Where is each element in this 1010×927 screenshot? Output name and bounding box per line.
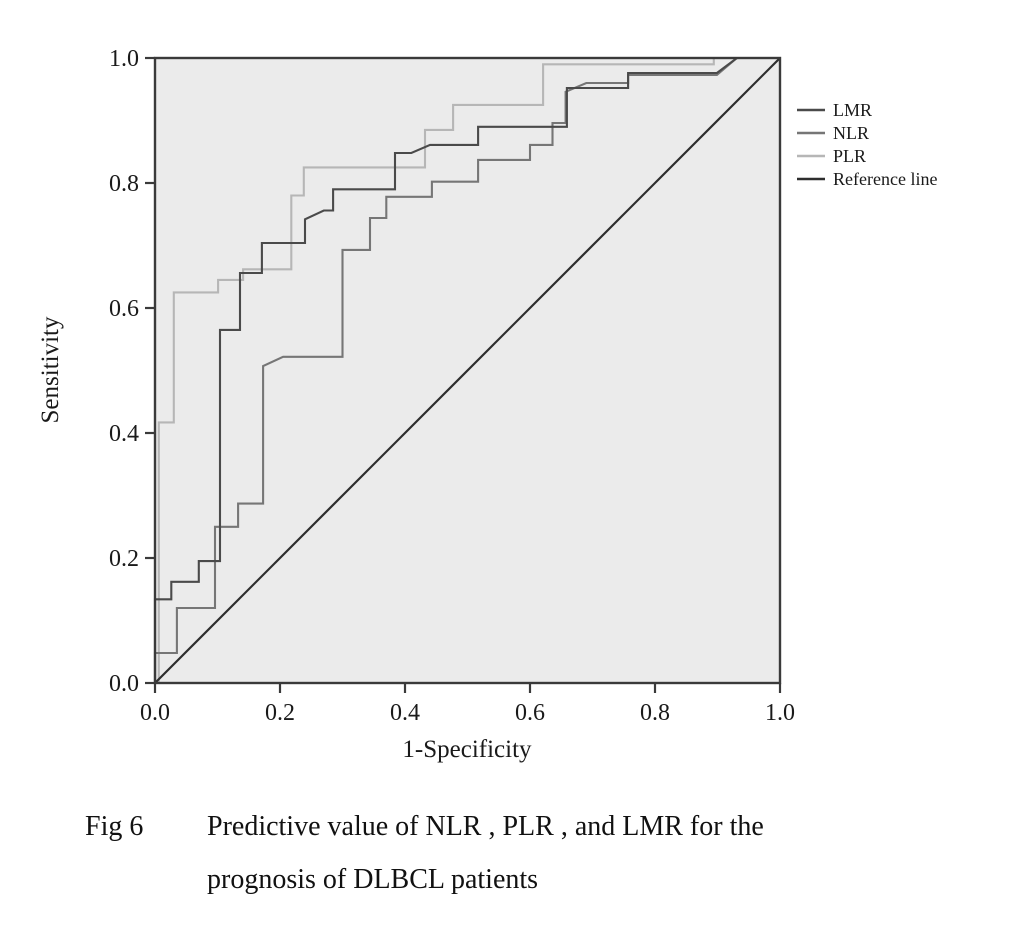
caption-line-1: Fig 6 Predictive value of NLR , PLR , and… <box>85 800 965 853</box>
nlr-curve <box>153 56 780 683</box>
y-tick-label: 0.4 <box>109 421 139 447</box>
legend-item: LMR <box>797 100 872 120</box>
y-tick-label: 0.8 <box>109 171 139 197</box>
y-axis-title: Sensitivity <box>37 316 64 423</box>
caption-figure-number: Fig 6 <box>85 811 144 842</box>
y-tick-label: 1.0 <box>109 46 139 72</box>
plot-frame <box>153 56 782 685</box>
legend-item: Reference line <box>797 169 937 189</box>
legend-label: NLR <box>833 123 869 143</box>
x-tick-label: 0.6 <box>515 700 545 726</box>
legend-item: NLR <box>797 123 869 143</box>
y-tick-label: 0.0 <box>109 671 139 697</box>
legend-label: LMR <box>833 100 872 120</box>
x-tick-label: 0.2 <box>265 700 295 726</box>
lmr-curve <box>153 56 780 683</box>
x-axis-title: 1-Specificity <box>402 736 532 763</box>
legend-label: PLR <box>833 146 866 166</box>
legend-item: PLR <box>797 146 866 166</box>
plr-curve <box>155 56 780 685</box>
figure-caption: Fig 6 Predictive value of NLR , PLR , and… <box>85 800 965 906</box>
y-tick-label: 0.2 <box>109 546 139 572</box>
chart-legend: LMR NLR PLR Reference line <box>797 100 937 189</box>
roc-chart: 0.0 0.2 0.4 0.6 0.8 1.0 0.0 0.2 0.4 0.6 0.8 1.0 Sen… <box>37 46 937 763</box>
x-tick-label: 1.0 <box>765 700 795 726</box>
caption-line-2: prognosis of DLBCL patients <box>207 864 539 896</box>
x-tick-label: 0.0 <box>140 700 170 726</box>
legend-label: Reference line <box>833 169 937 189</box>
y-tick-label: 0.6 <box>109 296 139 322</box>
x-tick-label: 0.8 <box>640 700 670 726</box>
roc-svg: 0.0 0.2 0.4 0.6 0.8 1.0 0.0 0.2 0.4 0.6 0.8 1.0 Sen… <box>37 46 937 763</box>
x-tick-label: 0.4 <box>390 700 420 726</box>
caption-text: Predictive value of NLR , PLR , and LMR … <box>207 811 764 842</box>
reference-line-curve <box>154 57 781 684</box>
